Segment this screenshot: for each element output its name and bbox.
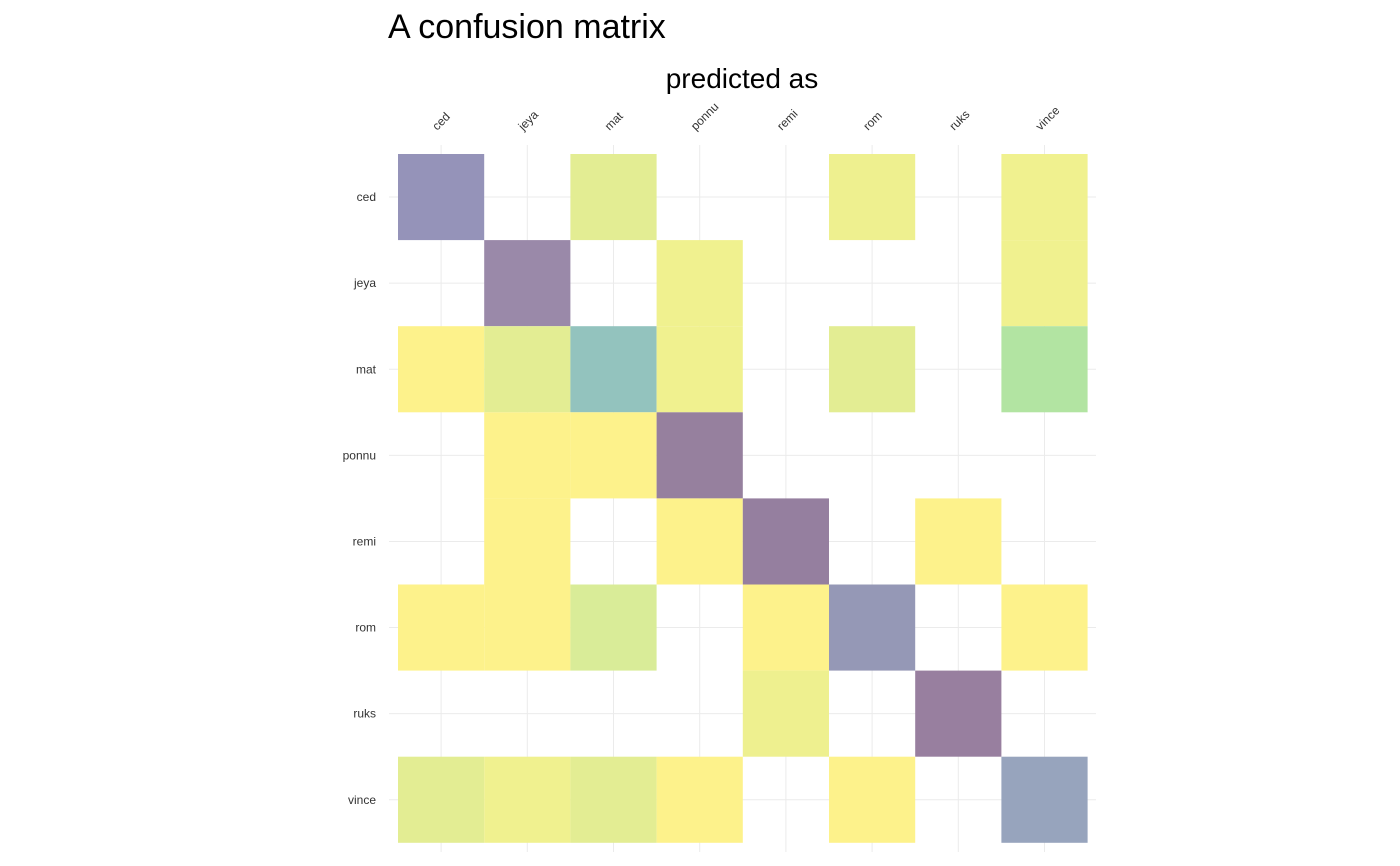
heatmap-cell-ced-rom xyxy=(829,154,916,241)
heatmap-cell-ruks-remi xyxy=(742,670,829,757)
x-tick-label: ruks xyxy=(947,107,973,133)
heatmap-cell-ced-vince xyxy=(1001,154,1088,241)
x-tick-label: mat xyxy=(602,109,627,134)
y-tick-label: rom xyxy=(355,621,376,635)
heatmap-cell-ruks-ruks xyxy=(915,670,1002,757)
y-tick-label: remi xyxy=(353,535,376,549)
x-tick-label: vince xyxy=(1033,103,1063,133)
y-tick-labels: ced jeya mat ponnu remi rom ruks vince xyxy=(343,190,377,807)
heatmap-cell-jeya-ponnu xyxy=(656,240,743,327)
x-tick-label: ponnu xyxy=(688,100,721,133)
heatmap-cell-remi-ponnu xyxy=(656,498,743,585)
heatmap-cell-ponnu-ponnu xyxy=(656,412,743,499)
heatmap-cell-rom-mat xyxy=(570,584,657,671)
heatmap-cell-vince-jeya xyxy=(484,756,571,843)
heatmap-cell-mat-mat xyxy=(570,326,657,413)
x-tick-label: remi xyxy=(774,107,800,133)
heatmap-cell-ponnu-mat xyxy=(570,412,657,499)
y-tick-label: jeya xyxy=(353,276,376,290)
heatmap-cell-rom-ced xyxy=(398,584,485,671)
x-axis-title: predicted as xyxy=(665,63,819,94)
heatmap-cell-jeya-vince xyxy=(1001,240,1088,327)
heatmap-cell-vince-ponnu xyxy=(656,756,743,843)
heatmap-cell-mat-jeya xyxy=(484,326,571,413)
chart-title: A confusion matrix xyxy=(388,8,666,46)
heatmap-cell-remi-jeya xyxy=(484,498,571,585)
heatmap-cell-mat-ced xyxy=(398,326,485,413)
y-tick-label: ponnu xyxy=(343,448,376,462)
heatmap-cell-remi-ruks xyxy=(915,498,1002,585)
heatmap-cell-mat-ponnu xyxy=(656,326,743,413)
heatmap-cell-remi-remi xyxy=(742,498,829,585)
heatmap-cell-vince-ced xyxy=(398,756,485,843)
x-tick-label: rom xyxy=(860,109,885,134)
heatmap-cell-rom-vince xyxy=(1001,584,1088,671)
heatmap-cell-vince-vince xyxy=(1001,756,1088,843)
heatmap-cell-ponnu-jeya xyxy=(484,412,571,499)
x-tick-labels: ced jeya mat ponnu remi rom ruks vince xyxy=(429,100,1062,134)
x-tick-label: jeya xyxy=(515,107,541,133)
y-tick-label: ced xyxy=(357,190,376,204)
heatmap-cell-jeya-jeya xyxy=(484,240,571,327)
heatmap-cell-rom-jeya xyxy=(484,584,571,671)
heatmap-cell-vince-mat xyxy=(570,756,657,843)
heatmap-cell-ced-ced xyxy=(398,154,485,241)
heatmap-cell-rom-rom xyxy=(829,584,916,671)
heatmap-cell-rom-remi xyxy=(742,584,829,671)
heatmap-cell-mat-rom xyxy=(829,326,916,413)
x-tick-label: ced xyxy=(429,110,453,134)
heatmap-cell-ced-mat xyxy=(570,154,657,241)
y-tick-label: mat xyxy=(356,362,377,376)
y-tick-label: vince xyxy=(348,793,376,807)
heatmap-cell-mat-vince xyxy=(1001,326,1088,413)
y-tick-label: ruks xyxy=(353,707,376,721)
heatmap-cells xyxy=(398,154,1088,843)
heatmap-cell-vince-rom xyxy=(829,756,916,843)
